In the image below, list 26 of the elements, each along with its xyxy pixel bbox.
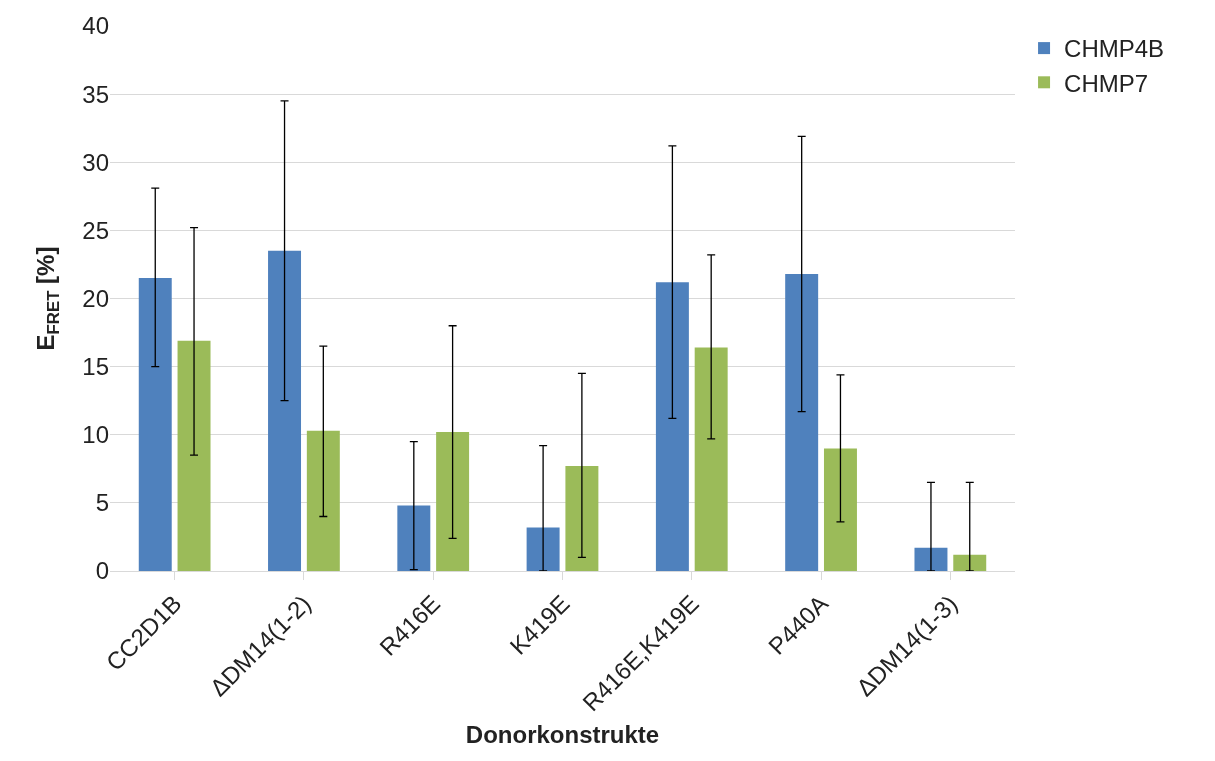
x-axis-title: Donorkonstrukte (465, 720, 660, 748)
bar (914, 547, 948, 571)
bar (823, 448, 857, 571)
y-tick-label: 5 (95, 489, 109, 517)
bar (785, 273, 819, 571)
bar (655, 282, 689, 571)
bar (565, 466, 599, 571)
bar (397, 505, 431, 571)
bar (953, 554, 987, 571)
y-tick-label: 40 (82, 12, 109, 40)
y-tick-label: 35 (82, 80, 109, 108)
bar (138, 278, 172, 571)
bar (177, 340, 211, 571)
legend-label: CHMP7 (1064, 69, 1149, 97)
y-tick-label: 25 (82, 216, 109, 244)
bar (526, 527, 560, 571)
bar (694, 347, 728, 571)
y-tick-label: 0 (95, 557, 109, 585)
legend-label: CHMP4B (1064, 35, 1165, 63)
y-tick-label: 15 (82, 353, 109, 381)
bar (436, 432, 470, 571)
bar (306, 430, 340, 571)
y-tick-label: 30 (82, 148, 109, 176)
bar (268, 250, 302, 571)
y-tick-label: 20 (82, 284, 109, 312)
y-tick-label: 10 (82, 421, 109, 449)
